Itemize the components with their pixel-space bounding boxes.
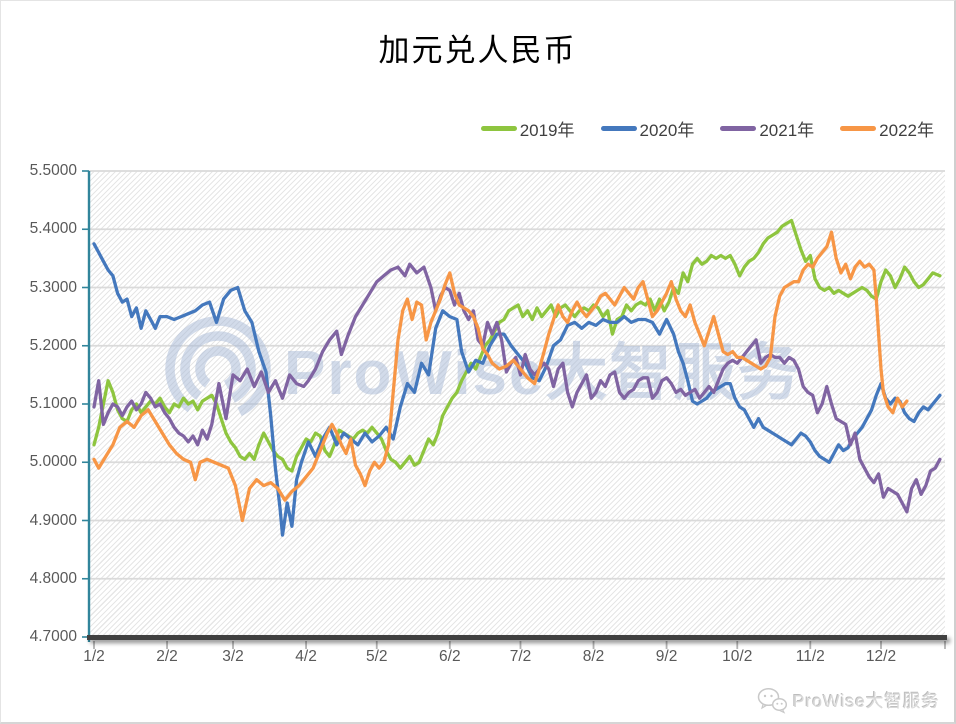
x-axis-label: 7/2: [509, 648, 532, 665]
legend-swatch: [840, 126, 877, 131]
y-axis-label: 5.4000: [29, 220, 77, 238]
legend-label: 2019年: [519, 121, 575, 140]
x-axis-label: 8/2: [582, 648, 605, 665]
x-axis-label: 9/2: [655, 648, 678, 665]
chart-legend: 2019年 2020年 2021年 2022年: [480, 116, 934, 141]
legend-item-2019年: 2019年: [480, 116, 575, 141]
series-line-2019年: [92, 218, 942, 473]
legend-swatch: [720, 126, 757, 131]
chart-title: 加元兑人民币: [378, 33, 577, 68]
y-axis-label: 5.3000: [29, 278, 77, 296]
series-line-2022年: [92, 230, 909, 523]
prowise-footer-watermark: ProWise大智服务: [757, 687, 940, 714]
legend-item-2020年: 2020年: [600, 116, 695, 141]
x-axis-label: 1/2: [83, 648, 105, 665]
legend-label: 2021年: [759, 121, 815, 140]
legend-swatch: [600, 126, 637, 131]
x-axis-label: 11/2: [795, 648, 825, 665]
radar-rings-icon: [165, 316, 271, 422]
x-axis-label: 3/2: [222, 648, 244, 665]
y-axis-label: 4.8000: [29, 569, 77, 587]
legend-item-2022年: 2022年: [840, 116, 934, 141]
radar-rings-icon: [180, 331, 256, 407]
x-axis-label: 12/2: [865, 648, 897, 665]
y-axis-label: 4.9000: [29, 511, 77, 529]
x-axis-label: 2/2: [156, 648, 178, 665]
plot-area-hatch-background: [90, 171, 945, 635]
wechat-bubbles-icon: [757, 687, 787, 714]
x-axis-label: 5/2: [365, 648, 388, 665]
legend-item-2021年: 2021年: [720, 116, 814, 141]
legend-swatch: [480, 126, 517, 131]
x-axis-label: 6/2: [439, 648, 461, 665]
legend-label: 2020年: [639, 121, 695, 140]
y-axis-label: 4.7000: [29, 628, 77, 645]
x-axis-label: 10/2: [722, 648, 753, 665]
y-axis-label: 5.5000: [29, 162, 77, 179]
series-line-2020年: [92, 242, 942, 537]
y-axis-label: 5.2000: [29, 336, 77, 354]
y-axis-label: 5.1000: [29, 395, 77, 412]
x-axis-line: [87, 635, 947, 640]
y-axis-label: 5.0000: [29, 453, 77, 471]
x-axis-label: 4/2: [295, 648, 317, 665]
series-line-2021年: [92, 262, 942, 514]
legend-label: 2022年: [879, 121, 934, 140]
prowise-footer-watermark-text: ProWise大智服务: [792, 691, 940, 711]
